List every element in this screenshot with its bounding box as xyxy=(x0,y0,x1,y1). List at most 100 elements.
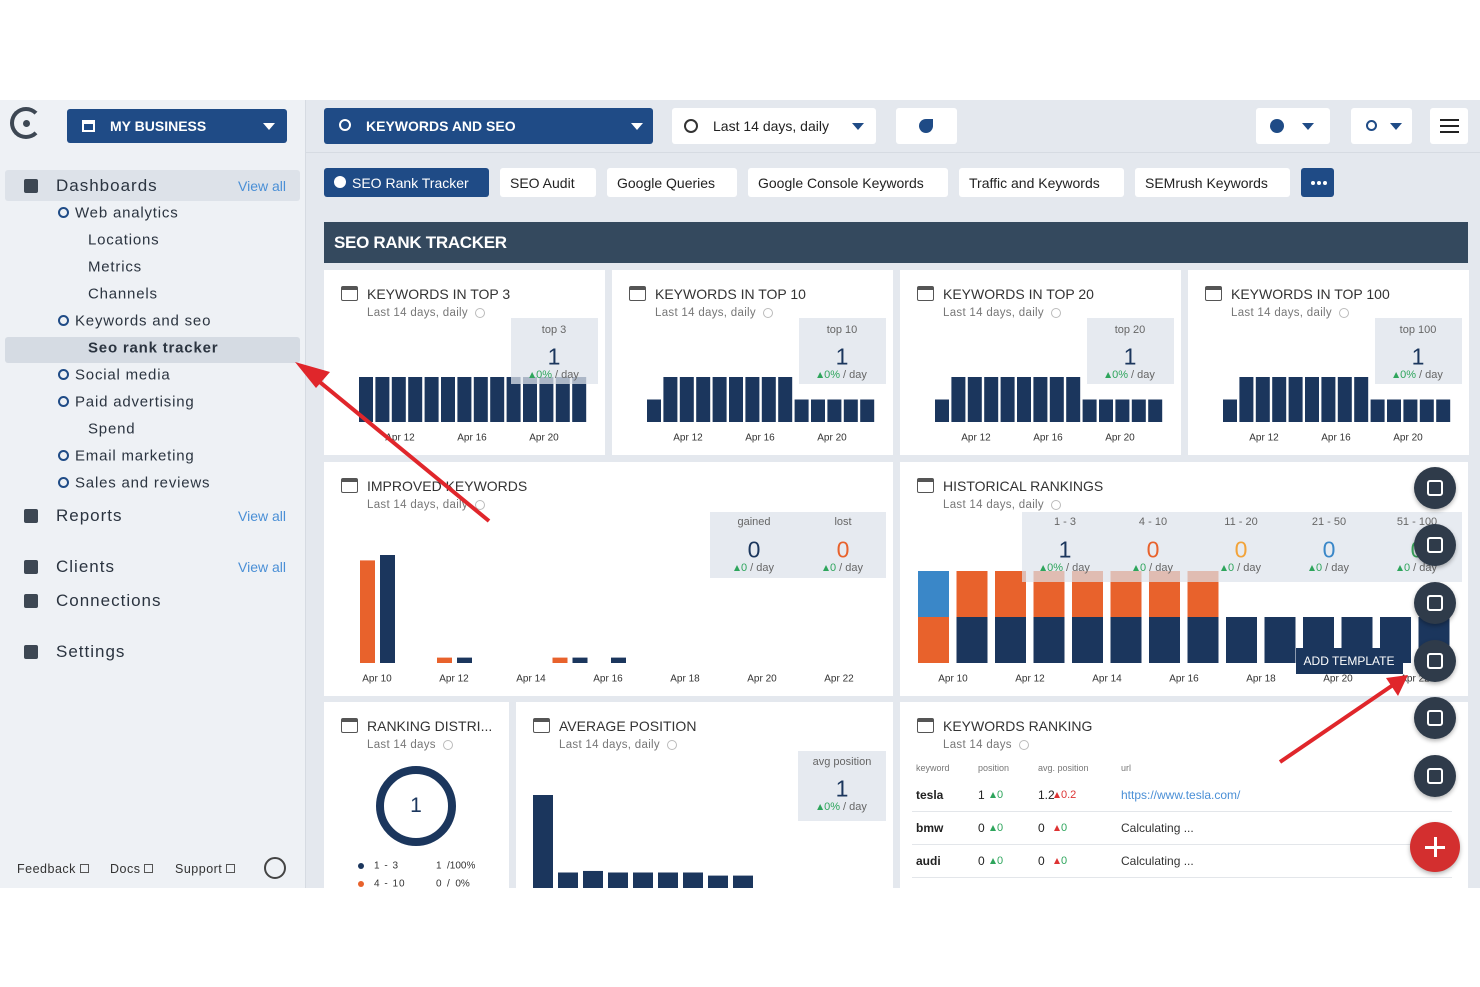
nav-section[interactable]: Settings xyxy=(56,642,126,661)
calendar-icon xyxy=(341,718,358,733)
legend-label: 4 - 10 xyxy=(374,878,406,890)
view-all-link[interactable]: View all xyxy=(238,178,286,194)
plus-v xyxy=(1434,837,1437,857)
tab-label[interactable]: SEMrush Keywords xyxy=(1145,175,1268,191)
change-value: 0 xyxy=(997,822,1004,834)
card-title: KEYWORDS IN TOP 10 xyxy=(655,286,806,302)
up-triangle xyxy=(1054,858,1060,864)
footer-link[interactable]: Support xyxy=(175,862,236,876)
nav-item[interactable]: Keywords and seo xyxy=(75,312,212,330)
view-all-link[interactable]: View all xyxy=(238,508,286,524)
stat-box xyxy=(799,318,886,384)
stat-box xyxy=(1022,512,1462,582)
icon xyxy=(339,119,351,131)
nav-icon xyxy=(58,396,69,407)
tab[interactable] xyxy=(959,168,1124,197)
external-icon xyxy=(226,864,236,873)
change-rate: / day xyxy=(1237,562,1261,574)
nav-item[interactable]: Sales and reviews xyxy=(75,474,211,492)
nav-icon xyxy=(58,369,69,380)
change: 0/ day xyxy=(734,562,774,574)
nav-subitem[interactable]: Channels xyxy=(88,285,158,303)
change-value: 0 xyxy=(741,562,748,574)
tab[interactable] xyxy=(748,168,948,197)
calendar-icon xyxy=(917,478,934,493)
x-tick-label: Apr 22 xyxy=(824,673,854,685)
card-title: RANKING DISTRI... xyxy=(367,718,493,734)
stat-box xyxy=(1087,318,1174,384)
card-subtitle: Last 14 days, daily xyxy=(367,499,485,511)
tab-label[interactable]: Google Queries xyxy=(617,175,716,191)
change-rate: / day xyxy=(1419,369,1443,381)
collapse-button[interactable] xyxy=(264,857,286,879)
footer-link[interactable]: Feedback xyxy=(17,862,89,876)
tab-label[interactable]: Google Console Keywords xyxy=(758,175,924,191)
nav-item-active[interactable]: Seo rank tracker xyxy=(88,339,219,357)
stat-value: 0 xyxy=(1146,536,1160,563)
x-tick-label: Apr 12 xyxy=(439,673,469,685)
caret xyxy=(263,123,275,130)
view-all-link[interactable]: View all xyxy=(238,559,286,575)
fab[interactable] xyxy=(1414,697,1456,739)
fab[interactable] xyxy=(1414,467,1456,509)
row-separator xyxy=(912,877,1452,878)
fab[interactable] xyxy=(1414,582,1456,624)
x-tick-label: Apr 20 xyxy=(747,673,777,685)
card-subtitle: Last 14 days xyxy=(367,739,453,751)
help-icon xyxy=(474,307,485,318)
nav-section[interactable]: Reports xyxy=(56,506,123,525)
position: 0 xyxy=(978,821,985,835)
business-select[interactable] xyxy=(67,109,287,143)
x-tick-label: Apr 16 xyxy=(1321,432,1351,444)
nav-item[interactable]: Email marketing xyxy=(75,447,195,465)
tab[interactable] xyxy=(607,168,737,197)
tab-label[interactable]: SEO Rank Tracker xyxy=(352,175,469,191)
x-tick-label: Apr 14 xyxy=(516,673,546,685)
tab-label[interactable]: SEO Audit xyxy=(510,175,575,191)
up-triangle xyxy=(817,804,824,810)
calendar-icon xyxy=(629,286,646,301)
share-button[interactable] xyxy=(1351,108,1412,144)
change-rate: / day xyxy=(843,369,867,381)
nav-section[interactable]: Clients xyxy=(56,557,115,576)
nav-subitem[interactable]: Locations xyxy=(88,231,160,249)
change-value: 0 xyxy=(1061,855,1068,867)
url-status: Calculating ... xyxy=(1121,854,1194,868)
x-tick-label: Apr 12 xyxy=(385,432,415,444)
avg-change: 0 xyxy=(1054,822,1067,834)
theme-button[interactable] xyxy=(1256,108,1330,144)
active-tab[interactable] xyxy=(324,168,489,197)
nav-subitem[interactable]: Metrics xyxy=(88,258,142,276)
card-title: HISTORICAL RANKINGS xyxy=(943,478,1104,494)
x-tick-label: Apr 18 xyxy=(670,673,700,685)
nav-item[interactable]: Social media xyxy=(75,366,171,384)
url-link[interactable]: https://www.tesla.com/ xyxy=(1121,788,1241,802)
dashboard-select[interactable] xyxy=(324,108,653,144)
change: 0 xyxy=(990,789,1006,801)
nav-section[interactable]: Dashboards xyxy=(56,176,158,195)
section-title: SEO RANK TRACKER xyxy=(334,233,507,252)
card-subtitle: Last 14 days, daily xyxy=(559,739,677,751)
change-rate: / day xyxy=(1066,562,1090,574)
keyword: tesla xyxy=(916,788,944,802)
stat-value: 1 xyxy=(835,343,849,370)
change-value: 0 xyxy=(1316,562,1323,574)
dashboard-name: KEYWORDS AND SEO xyxy=(366,118,516,134)
stat-label: top 10 xyxy=(826,324,858,336)
tab[interactable] xyxy=(500,168,596,197)
change: 0% / day xyxy=(817,369,867,381)
fab[interactable] xyxy=(1414,524,1456,566)
nav-item[interactable]: Paid advertising xyxy=(75,393,195,411)
tab-label[interactable]: Traffic and Keywords xyxy=(969,175,1100,191)
nav-section[interactable]: Connections xyxy=(56,591,162,610)
fab[interactable] xyxy=(1414,755,1456,797)
up-triangle xyxy=(1054,825,1060,831)
nav-item[interactable]: Web analytics xyxy=(75,204,179,222)
footer-link[interactable]: Docs xyxy=(110,862,154,876)
nav-subitem[interactable]: Spend xyxy=(88,420,136,438)
nav-icon xyxy=(24,594,38,608)
tab[interactable] xyxy=(1135,168,1290,197)
fab[interactable] xyxy=(1414,640,1456,682)
date-select[interactable] xyxy=(672,108,876,144)
dot xyxy=(1323,181,1327,185)
